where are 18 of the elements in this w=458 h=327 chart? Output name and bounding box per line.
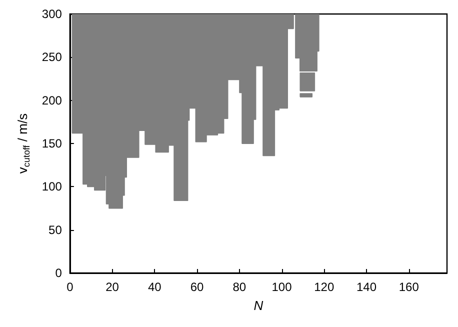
x-tick-label: 120 (314, 280, 334, 294)
x-tick-label: 60 (190, 280, 204, 294)
x-tick-label: 20 (106, 280, 120, 294)
y-tick-label: 0 (55, 266, 62, 280)
x-tick-label: 100 (272, 280, 292, 294)
x-tick-label: 0 (66, 280, 74, 294)
x-tick-label: 80 (232, 280, 246, 294)
x-tick-label: 140 (356, 280, 377, 294)
y-tick-label: 250 (42, 50, 62, 64)
y-tick-label: 200 (42, 93, 62, 108)
x-axis-title: N (254, 298, 264, 313)
y-tick-label: 50 (48, 222, 62, 237)
y-tick-label: 300 (42, 7, 62, 21)
y-tick-label: 100 (42, 180, 62, 194)
x-tick-label: 160 (398, 280, 420, 294)
y-axis-title: vcutoff / m/s (15, 112, 32, 174)
x-tick-label: 40 (148, 280, 162, 294)
y-tick-label: 150 (42, 136, 62, 150)
